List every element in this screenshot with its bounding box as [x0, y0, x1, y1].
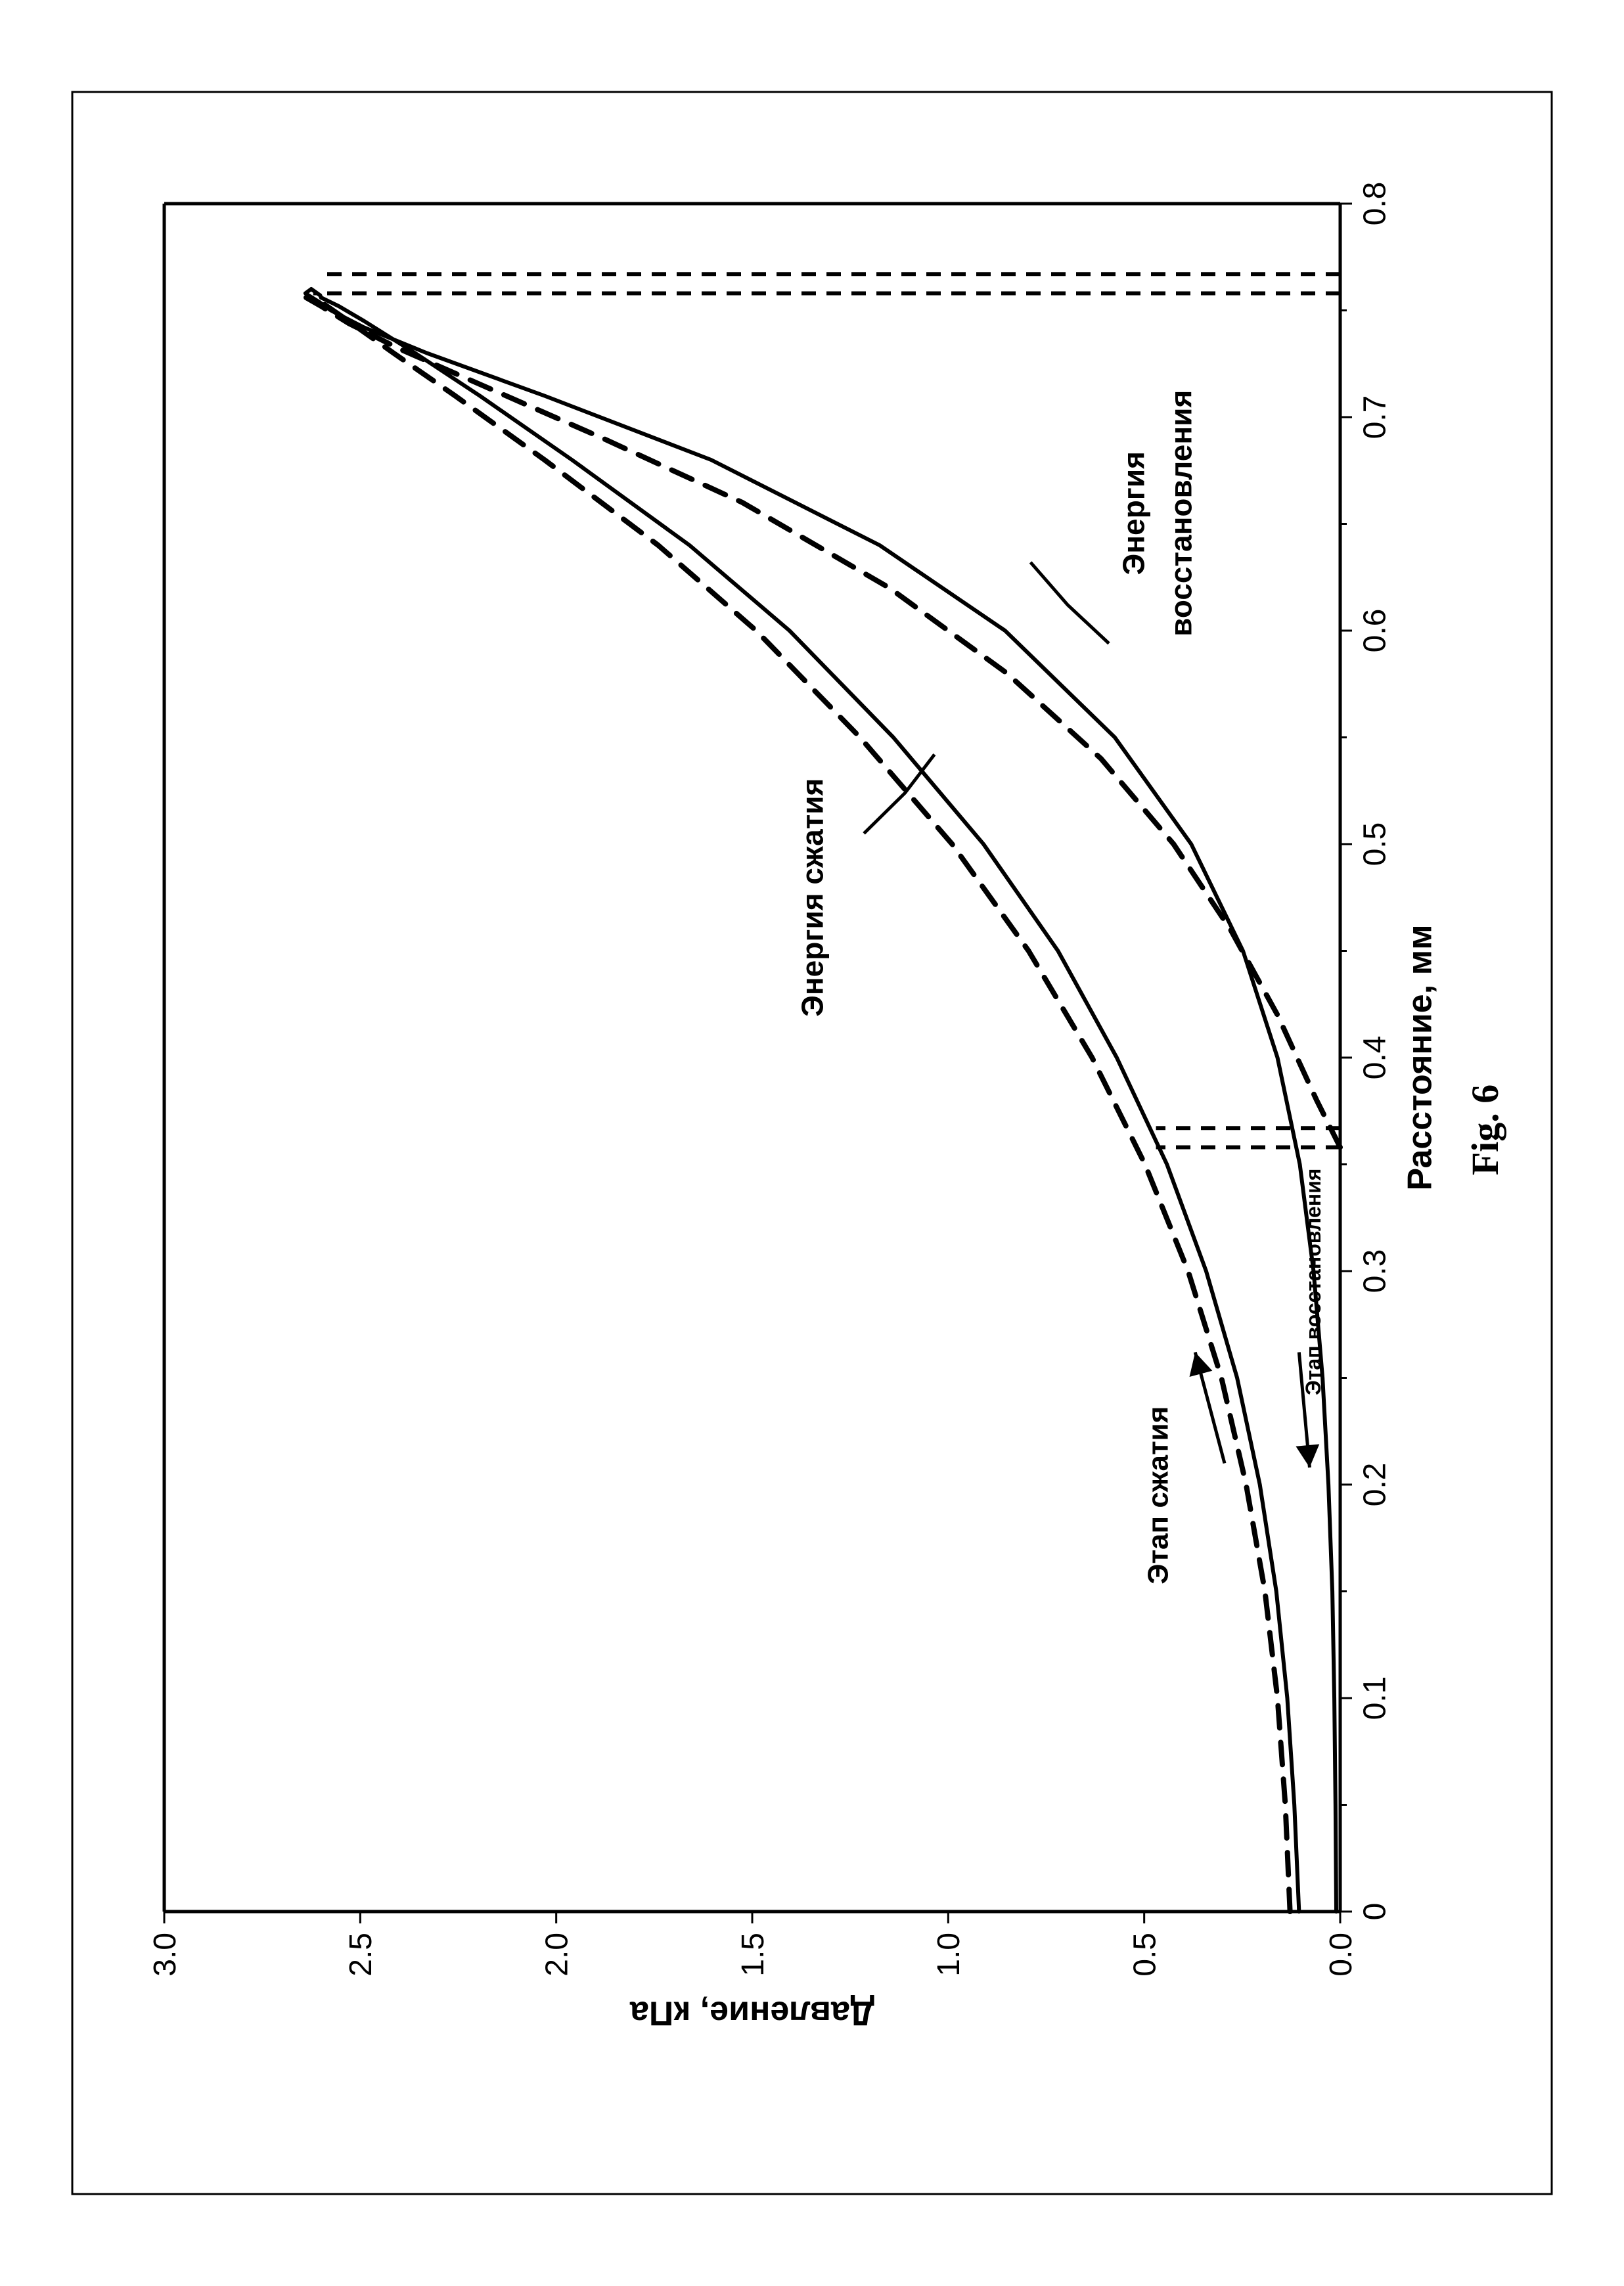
page-border-svg [0, 0, 1624, 2286]
page-inner-border [72, 92, 1552, 2194]
page-stage: 00.10.20.30.40.50.60.70.80.00.51.01.52.0… [0, 0, 1624, 2286]
